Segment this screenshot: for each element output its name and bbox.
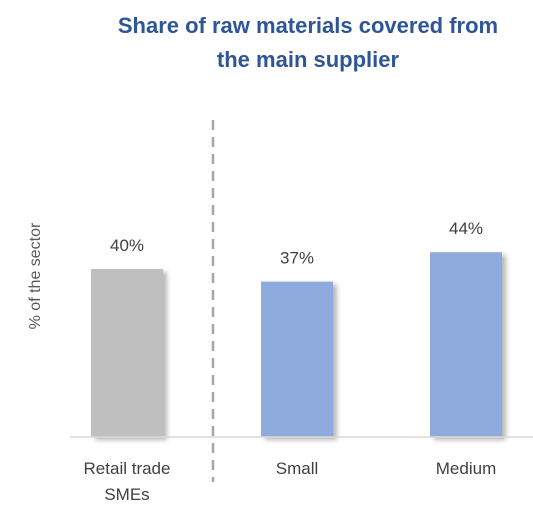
category-label-2-line-0: Medium	[436, 459, 496, 478]
data-label-1: 37%	[280, 249, 314, 268]
bar-2	[430, 252, 502, 437]
bar-0	[91, 269, 163, 437]
category-label-1-line-0: Small	[276, 459, 319, 478]
chart-marks: 40% Retail trade SMEs 37% Small 44% Medium	[84, 219, 502, 504]
chart-title-line-1: Share of raw materials covered from	[118, 13, 498, 38]
data-label-2: 44%	[449, 219, 483, 238]
chart-title-line-2: the main supplier	[217, 47, 400, 72]
category-label-0-line-0: Retail trade	[84, 459, 171, 478]
bar-1	[261, 281, 333, 437]
y-axis-label: % of the sector	[27, 222, 44, 329]
category-label-0-line-1: SMEs	[104, 485, 149, 504]
data-label-0: 40%	[110, 236, 144, 255]
